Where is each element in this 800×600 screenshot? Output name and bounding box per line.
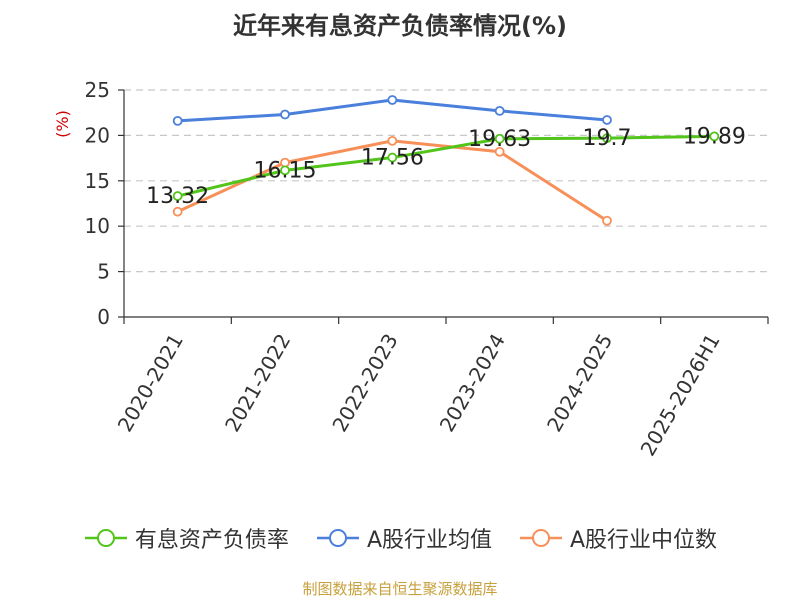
y-tick-label: 15 — [85, 169, 110, 193]
data-point — [602, 133, 612, 144]
data-point — [387, 95, 398, 105]
data-point — [172, 206, 183, 217]
legend-item-interest-bearing-ratio[interactable]: 有息资产负债率 — [83, 522, 289, 554]
x-tick-label: 2020-2021 — [113, 330, 188, 436]
data-point — [172, 115, 183, 126]
legend-label-industry-mean: A股行业均值 — [366, 528, 492, 553]
data-label: 16.15 — [254, 158, 317, 183]
series-line — [177, 134, 715, 198]
legend-marker-green-icon — [84, 529, 127, 547]
data-label: 19.63 — [468, 127, 531, 152]
chart-title: 近年来有息资产负债率情况(%) — [233, 12, 567, 40]
y-tick-label: 25 — [85, 78, 110, 102]
data-point — [709, 131, 720, 142]
x-tick-label: 2021-2022 — [220, 330, 295, 436]
data-label: 17.56 — [361, 146, 424, 171]
x-tick-label: 2024-2025 — [542, 330, 617, 436]
data-point — [387, 135, 398, 146]
data-point — [280, 109, 290, 120]
x-tick-label: 2022-2023 — [327, 330, 402, 436]
data-point — [602, 215, 612, 226]
x-tick-label: 2025-2026H1 — [635, 330, 724, 460]
y-tick-label: 5 — [97, 260, 110, 284]
x-tick-label: 2023-2024 — [435, 330, 510, 436]
legend[interactable]: 有息资产负债率 A股行业均值 A股行业中位数 — [0, 520, 800, 556]
legend-label-industry-median: A股行业中位数 — [570, 528, 718, 553]
data-label: 19.89 — [683, 124, 746, 149]
data-point — [494, 105, 505, 116]
legend-marker-blue-icon — [316, 529, 359, 547]
y-tick-label: 0 — [97, 305, 110, 329]
data-point — [280, 165, 290, 176]
data-point — [494, 133, 505, 144]
data-point — [172, 191, 183, 201]
legend-item-industry-median[interactable]: A股行业中位数 — [518, 522, 717, 554]
legend-item-industry-mean[interactable]: A股行业均值 — [315, 522, 492, 554]
legend-marker-orange-icon — [520, 529, 562, 547]
data-point — [387, 152, 398, 163]
data-label: 19.7 — [583, 126, 632, 151]
data-label: 13.32 — [146, 184, 209, 209]
y-axis-label: (%) — [53, 110, 72, 138]
data-point — [602, 115, 612, 125]
data-point — [494, 146, 505, 157]
y-tick-label: 10 — [85, 214, 110, 238]
legend-label-interest-bearing-ratio: 有息资产负债率 — [134, 528, 289, 553]
source-note: 制图数据来自恒生聚源数据库 — [302, 580, 498, 598]
y-tick-label: 20 — [85, 123, 110, 147]
